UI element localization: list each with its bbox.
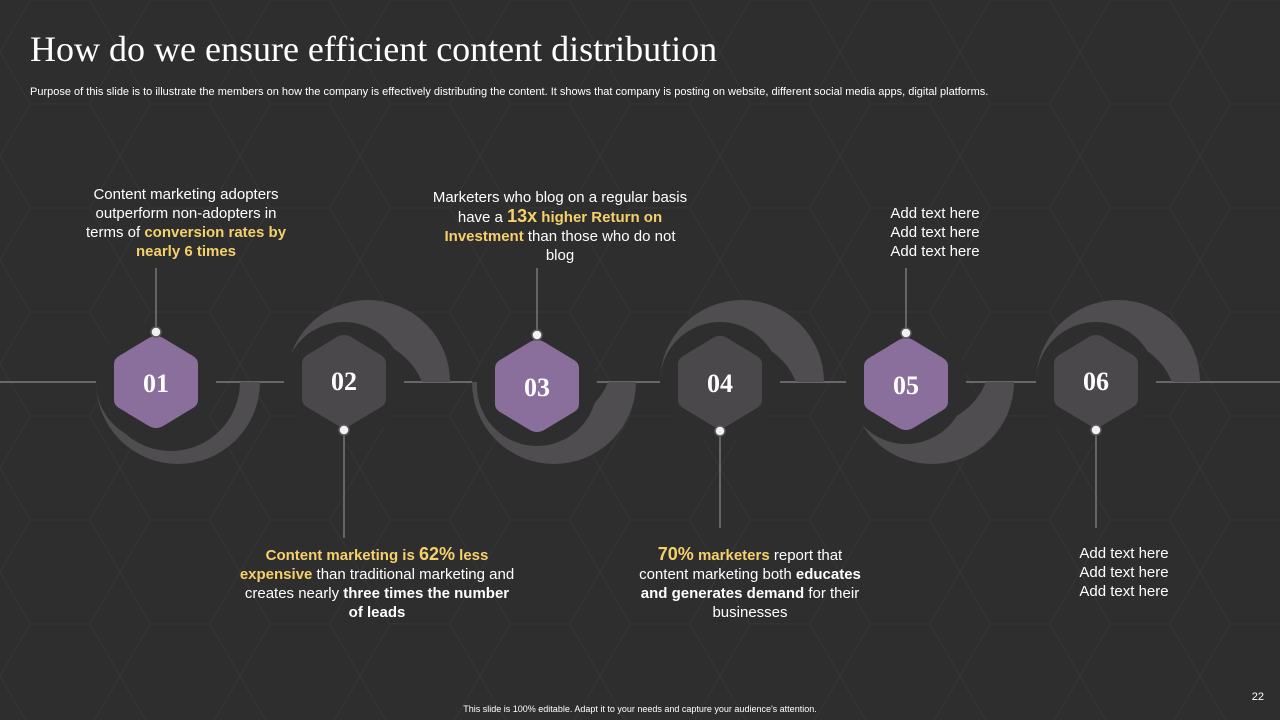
arc-05 (850, 382, 1014, 464)
hexagon-03 (495, 340, 579, 432)
arc-06 (1036, 300, 1200, 382)
step-3-text-segment: than those who do not blog (523, 228, 676, 264)
step-2-text-segment: Content marketing is (265, 547, 419, 564)
step-number-04: 04 (707, 369, 733, 398)
arc-04 (660, 300, 824, 382)
step-1-text-segment: Content marketing adopters outperform no… (85, 186, 279, 241)
step-4-text-segment: marketers (693, 547, 770, 564)
footer-note: This slide is 100% editable. Adapt it to… (463, 704, 817, 714)
step-4-text-segment: report that content marketing both (639, 547, 843, 583)
connector-dot (531, 329, 543, 341)
hexagon-02 (302, 335, 386, 427)
step-number-02: 02 (331, 367, 357, 396)
step-number-01: 01 (143, 369, 169, 398)
step-4-text-segment: 70% (657, 544, 694, 564)
page-subtitle: Purpose of this slide is to illustrate t… (30, 86, 989, 98)
step-6-line-2: Add text here (1079, 564, 1169, 581)
step-4-text-segment: for their businesses (712, 585, 860, 621)
connector-dot (338, 424, 350, 436)
step-text-05: Add text here Add text here Add text her… (835, 204, 1035, 261)
step-text-04: 70% marketers report that content market… (632, 545, 868, 622)
page-title: How do we ensure efficient content distr… (30, 29, 718, 69)
step-2-text-segment: than traditional marketing and creates n… (244, 566, 515, 602)
step-1-text-segment: conversion rates by nearly 6 times (135, 224, 287, 260)
hexagon-04 (678, 336, 762, 428)
arc-02 (286, 300, 450, 382)
step-text-02: Content marketing is 62% less expensive … (238, 545, 516, 622)
hexagon-01 (114, 336, 198, 428)
step-5-line-2: Add text here (890, 224, 980, 241)
step-5-line-1: Add text here (890, 205, 980, 222)
connector-dot (900, 327, 912, 339)
step-number-03: 03 (524, 373, 550, 402)
step-3-text-segment: higher Return on Investment (444, 209, 663, 245)
connector-dot (1090, 424, 1102, 436)
page-number: 22 (1251, 691, 1264, 703)
step-2-text-segment: three times the number of leads (343, 585, 510, 621)
step-3-text-segment: Marketers who blog on a regular basis ha… (432, 189, 688, 226)
hexagon-06 (1054, 335, 1138, 427)
connector-dot (150, 326, 162, 338)
step-4-text-segment: educates and generates demand (640, 566, 861, 602)
step-number-06: 06 (1083, 367, 1109, 396)
step-number-05: 05 (893, 371, 919, 400)
step-6-line-3: Add text here (1079, 583, 1169, 600)
step-text-03: Marketers who blog on a regular basis ha… (432, 188, 688, 265)
hexagon-05 (864, 338, 948, 430)
step-2-text-segment: 62% (418, 544, 455, 564)
step-text-06: Add text here Add text here Add text her… (1024, 544, 1224, 601)
step-6-line-1: Add text here (1079, 545, 1169, 562)
step-text-01: Content marketing adopters outperform no… (76, 185, 296, 261)
connector-dot (714, 425, 726, 437)
step-3-text-segment: 13x (507, 206, 538, 226)
step-2-text-segment: less expensive (239, 547, 489, 583)
step-5-line-3: Add text here (890, 243, 980, 260)
arc-01 (96, 382, 260, 464)
arc-03 (472, 382, 636, 464)
